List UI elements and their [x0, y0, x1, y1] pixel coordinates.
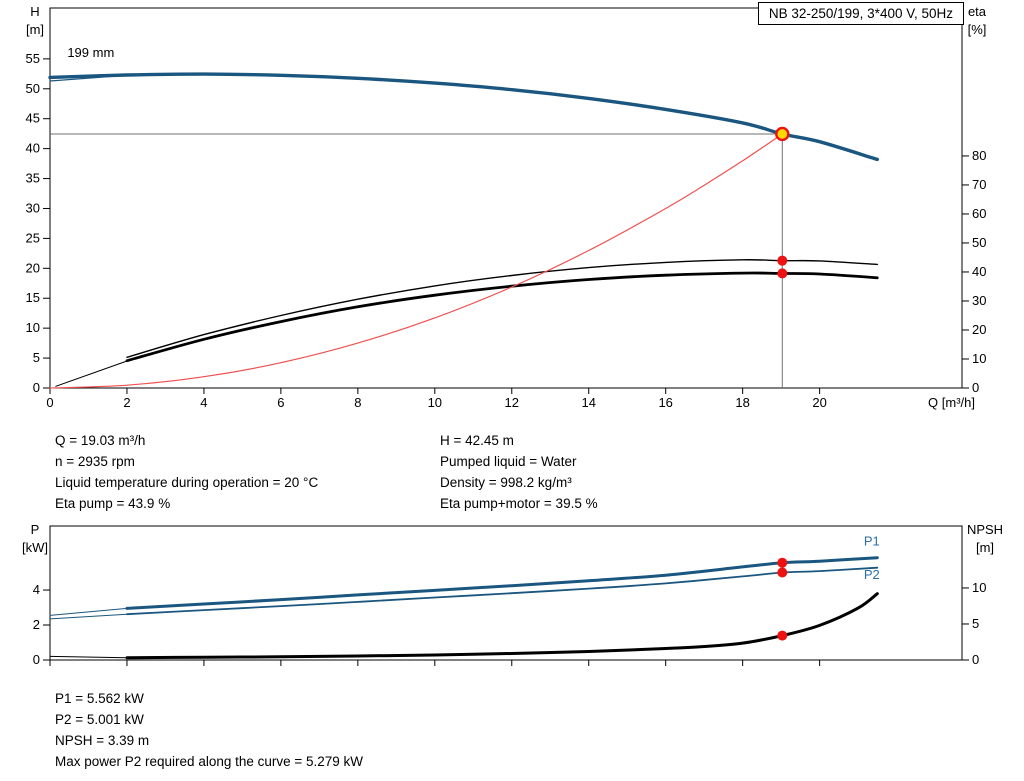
- y-right-axis-unit: [%]: [968, 22, 987, 37]
- power-data-block: P1 = 5.562 kW P2 = 5.001 kW NPSH = 3.39 …: [55, 688, 363, 772]
- y-left-tick-label: 25: [26, 230, 40, 245]
- y-right-tick-label: 40: [972, 264, 986, 279]
- x-tick-label: 10: [428, 395, 442, 410]
- y-right-tick-label: 80: [972, 148, 986, 163]
- info-line-eta-pump-motor: Eta pump+motor = 39.5 %: [440, 496, 598, 511]
- y-right-axis-title: NPSH: [967, 522, 1003, 537]
- y-left-tick-label: 2: [33, 617, 40, 632]
- x-tick-label: 0: [46, 395, 53, 410]
- p2-curve: [126, 566, 879, 616]
- info-line-p2: P2 = 5.001 kW: [55, 712, 144, 727]
- y-left-tick-label: 45: [26, 111, 40, 126]
- y-right-tick-label: 0: [972, 380, 979, 395]
- p1-point: [777, 557, 788, 568]
- y-left-axis-title: P: [31, 522, 40, 537]
- info-line-density: Density = 998.2 kg/m³: [440, 475, 572, 490]
- y-left-tick-label: 15: [26, 290, 40, 305]
- y-left-tick-label: 5: [33, 350, 40, 365]
- y-left-axis-unit: [m]: [26, 22, 44, 37]
- npsh-lead-line: [49, 655, 128, 659]
- p2-curve-label: P2: [864, 567, 880, 582]
- y-left-tick-label: 35: [26, 171, 40, 186]
- y-right-tick-label: 70: [972, 177, 986, 192]
- y-left-tick-label: 4: [33, 582, 40, 597]
- x-tick-label: 18: [735, 395, 749, 410]
- eta-pump-point: [777, 255, 788, 266]
- y-right-tick-label: 10: [972, 580, 986, 595]
- operating-data-left: Q = 19.03 m³/h n = 2935 rpm Liquid tempe…: [55, 430, 318, 514]
- p2-lead-line: [49, 613, 128, 620]
- impeller-diameter-label: 199 mm: [67, 45, 114, 60]
- y-left-tick-label: 0: [33, 380, 40, 395]
- head-curve-199mm: [48, 72, 879, 162]
- x-tick-label: 4: [200, 395, 207, 410]
- info-line-p1: P1 = 5.562 kW: [55, 691, 144, 706]
- p1-lead-line: [49, 607, 128, 616]
- y-right-tick-label: 10: [972, 351, 986, 366]
- y-left-tick-label: 0: [33, 652, 40, 667]
- power-npsh-chart: 0 2 4 0 5 10 P [kW] NPSH [m] P1 P2: [22, 522, 1003, 667]
- p1-curve-label: P1: [864, 533, 880, 548]
- info-line-n: n = 2935 rpm: [55, 454, 135, 469]
- info-line-max-power: Max power P2 required along the curve = …: [55, 754, 364, 769]
- info-line-npsh: NPSH = 3.39 m: [55, 733, 150, 748]
- y-right-axis-title: eta: [968, 4, 987, 19]
- y-right-axis-unit: [m]: [976, 540, 994, 555]
- y-left-axis-unit: [kW]: [22, 540, 48, 555]
- y-right-tick-label: 30: [972, 293, 986, 308]
- y-left-tick-label: 10: [26, 320, 40, 335]
- x-tick-label: 14: [581, 395, 595, 410]
- eta-pump-motor-point: [777, 268, 788, 279]
- x-tick-label: 20: [812, 395, 826, 410]
- plot-border: [49, 7, 963, 389]
- y-right-tick-label: 60: [972, 206, 986, 221]
- x-axis-title: Q [m³/h]: [928, 395, 975, 410]
- x-tick-label: 8: [354, 395, 361, 410]
- y-right-tick-label: 0: [972, 652, 979, 667]
- info-line-q: Q = 19.03 m³/h: [55, 433, 146, 448]
- x-tick-label: 16: [658, 395, 672, 410]
- npsh-curve: [125, 592, 879, 660]
- y-right-tick-label: 50: [972, 235, 986, 250]
- info-line-h: H = 42.45 m: [440, 433, 514, 448]
- y-left-tick-label: 40: [26, 141, 40, 156]
- y-left-tick-label: 55: [26, 51, 40, 66]
- y-left-tick-label: 20: [26, 260, 40, 275]
- y-right-tick-label: 20: [972, 322, 986, 337]
- p2-point: [777, 567, 788, 578]
- info-line-eta-pump: Eta pump = 43.9 %: [55, 496, 171, 511]
- operating-data-right: H = 42.45 m Pumped liquid = Water Densit…: [440, 430, 598, 514]
- y-left-tick-label: 30: [26, 200, 40, 215]
- eta-lead-line: [55, 360, 128, 387]
- eta-pump-motor-curve: [125, 271, 879, 363]
- y-left-tick-label: 50: [26, 81, 40, 96]
- info-line-liquid: Pumped liquid = Water: [440, 454, 577, 469]
- pump-title-box: NB 32-250/199, 3*400 V, 50Hz: [757, 2, 964, 25]
- npsh-point: [777, 630, 788, 641]
- duty-point: [775, 126, 790, 142]
- info-line-temperature: Liquid temperature during operation = 20…: [55, 475, 319, 490]
- x-tick-label: 12: [505, 395, 519, 410]
- plot-border: [49, 525, 963, 661]
- y-left-axis-title: H: [30, 4, 39, 19]
- x-tick-label: 2: [123, 395, 130, 410]
- system-curve: [49, 133, 783, 389]
- qh-eta-chart: 0 2 4 6 8 10 12 14 16 18 20 0 5 10 15 20 25 30 35 40 45 50 55 0…: [26, 4, 987, 410]
- y-right-tick-label: 5: [972, 616, 979, 631]
- p1-curve: [125, 556, 879, 610]
- x-tick-label: 6: [277, 395, 284, 410]
